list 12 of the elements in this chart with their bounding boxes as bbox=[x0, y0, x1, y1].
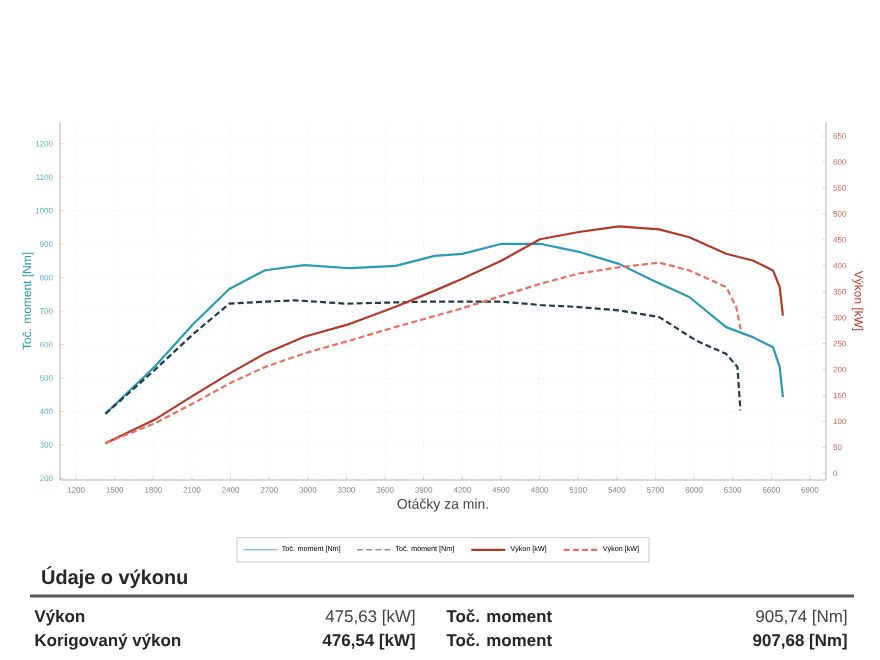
line-series bbox=[104, 225, 784, 445]
text: 907,68 [Nm] bbox=[753, 633, 847, 650]
text: Údaje o výkonu bbox=[42, 566, 187, 589]
text: 475,63 [kW] bbox=[325, 609, 415, 626]
text: Korigovaný výkon bbox=[35, 633, 181, 650]
text: 905,74 [Nm] bbox=[756, 609, 847, 626]
text: 476,54 [kW] bbox=[322, 633, 415, 650]
text: Toč. moment bbox=[446, 609, 552, 623]
line-series bbox=[104, 242, 784, 415]
line-series bbox=[104, 261, 742, 445]
text: Výkon bbox=[34, 609, 85, 626]
text: Toč. moment bbox=[446, 633, 552, 647]
